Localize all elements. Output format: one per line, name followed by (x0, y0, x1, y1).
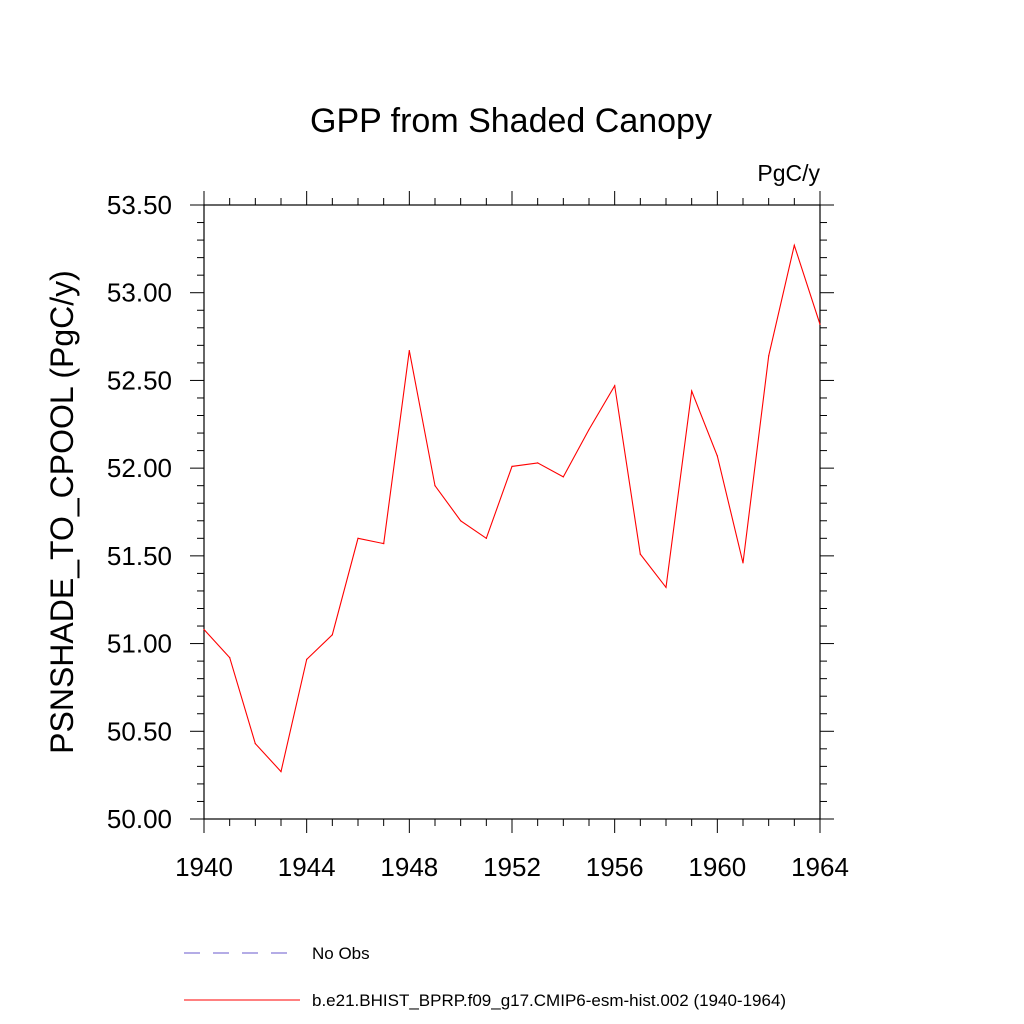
legend: No Obs b.e21.BHIST_BPRP.f09_g17.CMIP6-esm… (184, 944, 786, 1010)
axis-tick-labels: 1940 1944 1948 1952 1956 1960 1964 50.00 50.50 51… (107, 190, 849, 882)
data-point (203, 628, 205, 631)
data-point (793, 244, 795, 246)
data-point (665, 586, 667, 589)
y-tick-label: 51.50 (107, 541, 172, 571)
data-point (537, 462, 539, 464)
y-axis-label: PSNSHADE_TO_CPOOL (PgC/y) (44, 270, 80, 754)
data-point (639, 553, 641, 555)
data-point (511, 465, 513, 467)
plot-frame (203, 204, 821, 820)
x-tick-label: 1948 (380, 852, 438, 882)
data-point (691, 390, 693, 392)
series-line (203, 243, 821, 773)
data-point (383, 542, 385, 545)
data-point (562, 476, 564, 478)
data-point (588, 428, 590, 431)
series-layer (203, 243, 821, 773)
data-point (229, 657, 231, 659)
data-point (614, 385, 616, 387)
y-tick-label: 53.50 (107, 190, 172, 220)
x-tick-label: 1944 (278, 852, 336, 882)
x-tick-label: 1956 (586, 852, 644, 882)
y-tick-label: 53.00 (107, 278, 172, 308)
data-point (434, 485, 436, 487)
axis-ticks (190, 191, 834, 833)
chart-title: GPP from Shaded Canopy (310, 102, 712, 140)
data-point (485, 537, 487, 539)
plot-border (203, 204, 821, 820)
data-point (357, 537, 359, 539)
y-tick-label: 52.50 (107, 365, 172, 395)
data-point (460, 520, 462, 522)
data-point (254, 742, 256, 745)
x-tick-label: 1940 (175, 852, 233, 882)
legend-label: b.e21.BHIST_BPRP.f09_g17.CMIP6-esm-hist.… (312, 991, 786, 1010)
legend-label: No Obs (312, 944, 370, 963)
y-tick-label: 52.00 (107, 453, 172, 483)
y-tick-label: 50.00 (107, 804, 172, 834)
units-label: PgC/y (757, 160, 820, 186)
data-point (306, 658, 308, 660)
x-tick-label: 1952 (483, 852, 541, 882)
x-tick-label: 1960 (688, 852, 746, 882)
data-point (716, 455, 718, 457)
data-point (768, 355, 770, 357)
y-tick-label: 50.50 (107, 716, 172, 746)
data-point (280, 771, 282, 773)
data-point (742, 562, 744, 564)
data-point (408, 350, 410, 352)
data-point (819, 323, 821, 325)
data-point (331, 634, 333, 636)
x-tick-label: 1964 (791, 852, 849, 882)
y-tick-label: 51.00 (107, 629, 172, 659)
